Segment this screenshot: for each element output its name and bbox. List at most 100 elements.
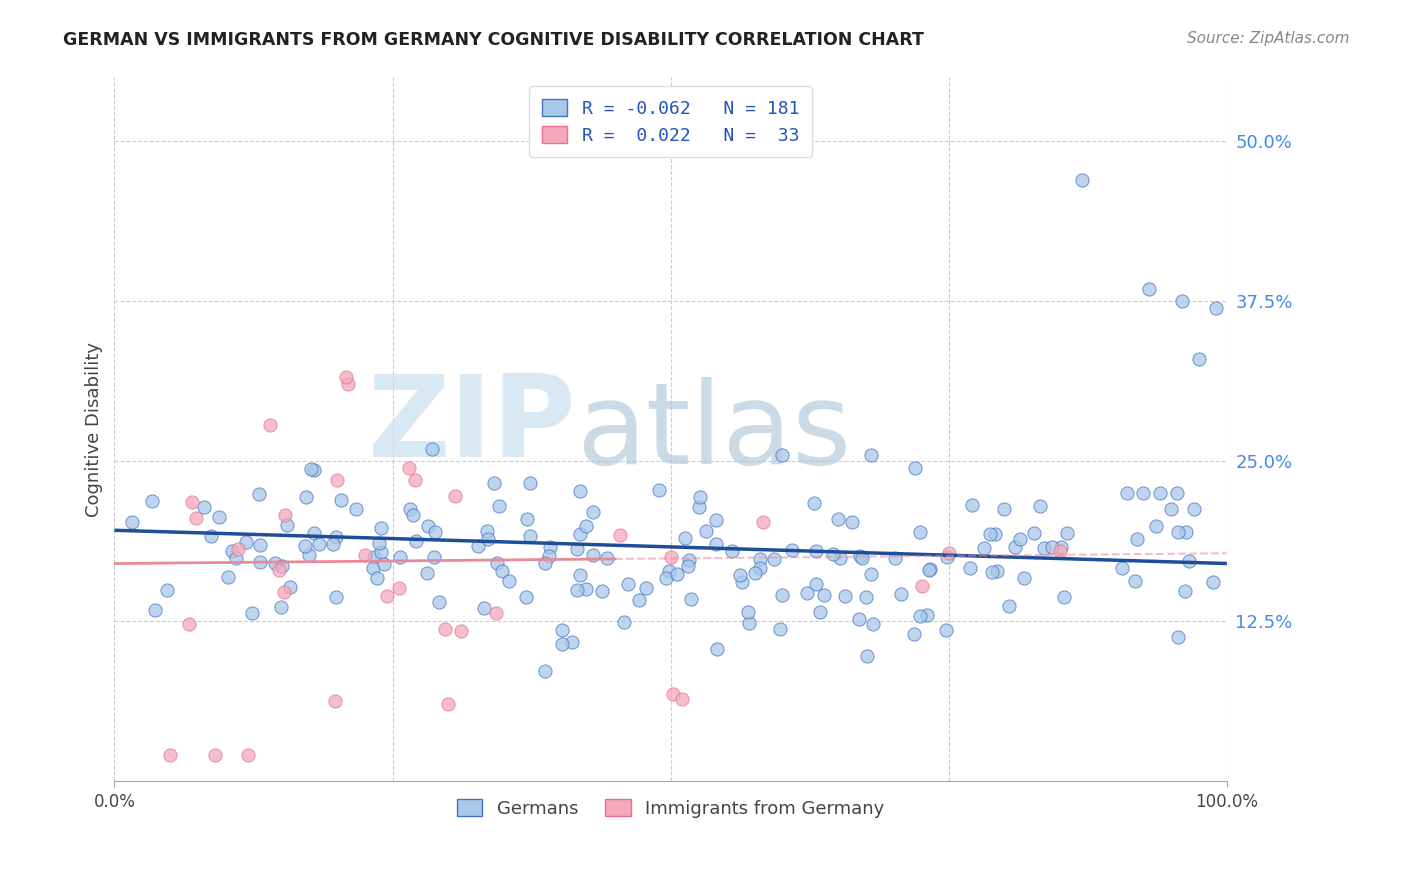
Point: [208, 509, 231, 524]
Point: [959, 561, 981, 575]
Point: [145, 603, 167, 617]
Point: [181, 495, 204, 509]
Point: [855, 649, 877, 664]
Point: [221, 543, 243, 558]
Point: [141, 494, 163, 508]
Point: [294, 539, 316, 553]
Point: [681, 592, 703, 607]
Point: [388, 582, 411, 596]
Point: [236, 748, 259, 763]
Point: [859, 448, 882, 462]
Point: [366, 571, 388, 585]
Point: [744, 566, 766, 580]
Point: [388, 549, 411, 564]
Point: [184, 511, 207, 525]
Point: [984, 527, 1007, 541]
Point: [235, 535, 257, 549]
Point: [485, 607, 508, 621]
Point: [423, 549, 446, 564]
Point: [450, 624, 472, 639]
Point: [498, 574, 520, 588]
Point: [628, 592, 651, 607]
Point: [828, 551, 851, 566]
Point: [1050, 540, 1073, 554]
Point: [516, 512, 538, 526]
Point: [596, 550, 619, 565]
Point: [659, 550, 682, 565]
Point: [299, 462, 322, 476]
Point: [695, 524, 717, 539]
Point: [738, 615, 761, 630]
Point: [678, 552, 700, 566]
Point: [883, 551, 905, 566]
Point: [903, 627, 925, 641]
Point: [721, 544, 744, 558]
Point: [616, 577, 638, 591]
Point: [370, 545, 392, 559]
Point: [295, 490, 318, 504]
Point: [121, 516, 143, 530]
Point: [636, 581, 658, 595]
Point: [534, 557, 557, 571]
Point: [862, 617, 884, 632]
Point: [671, 691, 693, 706]
Text: Source: ZipAtlas.com: Source: ZipAtlas.com: [1187, 31, 1350, 46]
Point: [841, 515, 863, 529]
Point: [613, 615, 636, 630]
Point: [398, 502, 420, 516]
Point: [911, 579, 934, 593]
Point: [225, 550, 247, 565]
Point: [704, 512, 727, 526]
Point: [569, 567, 592, 582]
Point: [704, 537, 727, 551]
Point: [960, 498, 983, 512]
Point: [582, 548, 605, 562]
Point: [329, 492, 352, 507]
Point: [1205, 301, 1227, 315]
Point: [515, 590, 537, 604]
Point: [159, 748, 181, 763]
Point: [1182, 502, 1205, 516]
Point: [467, 539, 489, 553]
Point: [1174, 583, 1197, 598]
Point: [249, 538, 271, 552]
Point: [1174, 524, 1197, 539]
Point: [200, 529, 222, 543]
Point: [1053, 590, 1076, 604]
Point: [609, 527, 631, 541]
Point: [323, 694, 346, 708]
Point: [534, 665, 557, 679]
Point: [782, 542, 804, 557]
Point: [354, 549, 377, 563]
Point: [675, 531, 697, 545]
Point: [688, 500, 710, 515]
Point: [270, 600, 292, 615]
Point: [860, 566, 883, 581]
Point: [737, 606, 759, 620]
Point: [404, 474, 426, 488]
Point: [1149, 486, 1171, 500]
Point: [706, 642, 728, 657]
Point: [1008, 533, 1031, 547]
Point: [344, 502, 367, 516]
Point: [398, 460, 420, 475]
Point: [910, 525, 932, 540]
Point: [373, 557, 395, 571]
Point: [271, 559, 294, 574]
Point: [936, 549, 959, 564]
Point: [416, 566, 439, 580]
Point: [420, 442, 443, 456]
Point: [156, 583, 179, 598]
Point: [337, 377, 360, 392]
Point: [769, 622, 792, 636]
Point: [1171, 294, 1194, 309]
Point: [980, 565, 1002, 579]
Point: [1132, 486, 1154, 500]
Point: [648, 483, 671, 498]
Point: [405, 533, 427, 548]
Point: [908, 609, 931, 624]
Point: [806, 544, 828, 558]
Point: [803, 496, 825, 510]
Point: [1040, 540, 1063, 554]
Point: [437, 698, 460, 712]
